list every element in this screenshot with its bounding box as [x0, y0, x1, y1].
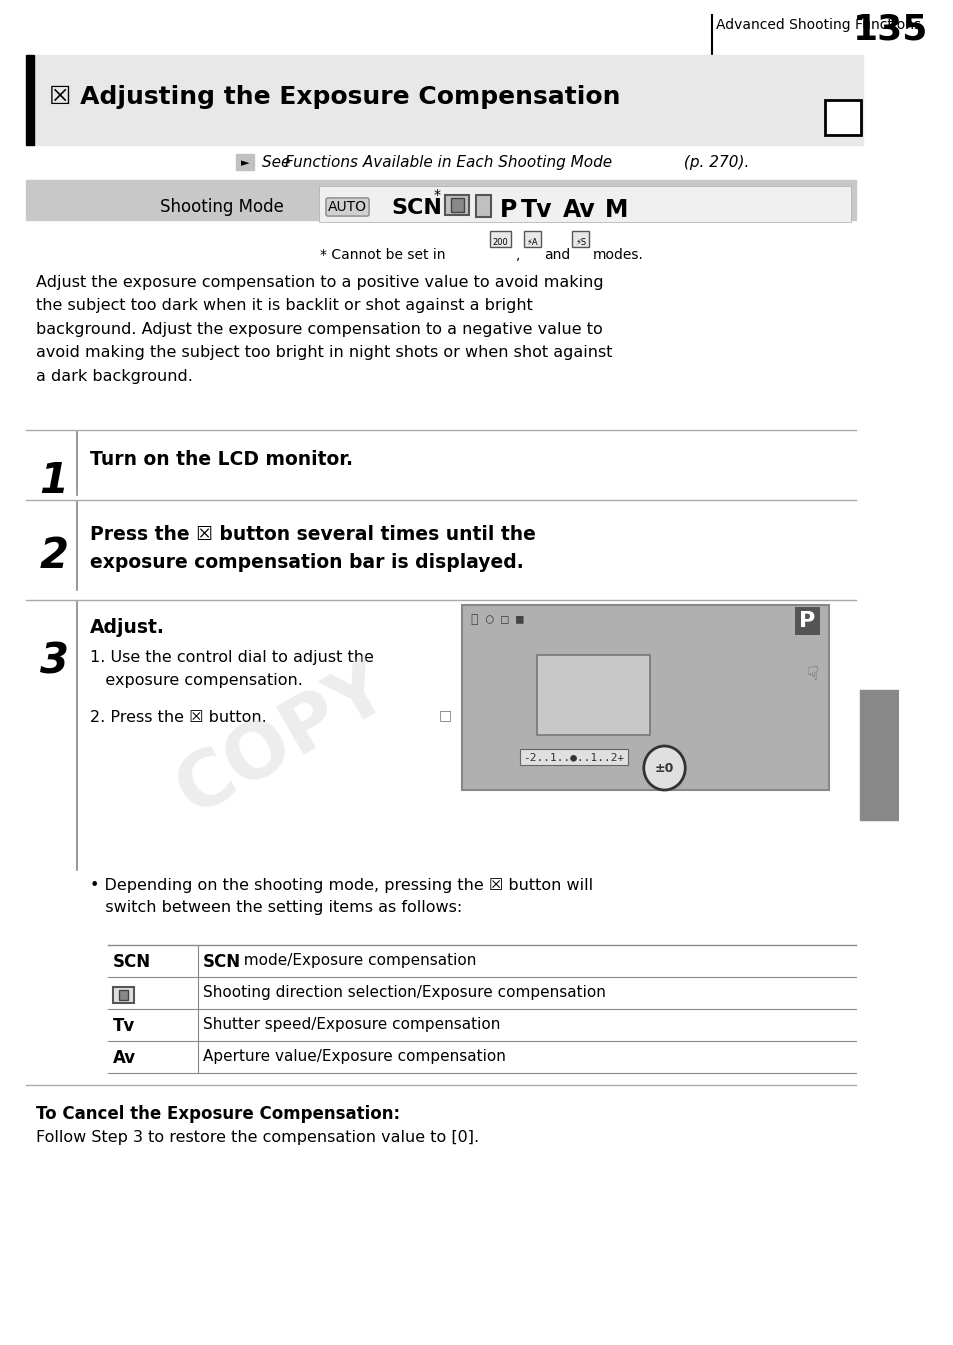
Text: ■: ■	[833, 105, 851, 125]
Text: Adjust the exposure compensation to a positive value to avoid making
the subject: Adjust the exposure compensation to a po…	[36, 274, 612, 383]
Text: Av: Av	[562, 198, 595, 222]
Bar	[490, 231, 511, 247]
Text: Tv: Tv	[520, 198, 552, 222]
Text: Press the ☒ button several times until the
exposure compensation bar is displaye: Press the ☒ button several times until t…	[90, 525, 535, 572]
Text: Aperture value/Exposure compensation: Aperture value/Exposure compensation	[202, 1049, 505, 1064]
Text: SCN: SCN	[391, 198, 441, 218]
Text: Shutter speed/Exposure compensation: Shutter speed/Exposure compensation	[202, 1017, 499, 1032]
Bar	[118, 990, 128, 999]
Text: *: *	[433, 188, 440, 202]
Text: Advanced Shooting Functions: Advanced Shooting Functions	[716, 17, 921, 32]
Bar	[450, 198, 463, 213]
Text: 2: 2	[39, 535, 69, 577]
Text: 200: 200	[492, 238, 508, 247]
Text: ▲: ▲	[479, 204, 486, 214]
Bar	[537, 655, 650, 734]
Text: To Cancel the Exposure Compensation:: To Cancel the Exposure Compensation:	[36, 1106, 399, 1123]
Bar	[235, 153, 254, 169]
Bar	[572, 231, 589, 247]
Text: SCN: SCN	[202, 954, 240, 971]
Text: ►: ►	[241, 157, 250, 168]
Text: Shooting direction selection/Exposure compensation: Shooting direction selection/Exposure co…	[202, 985, 605, 999]
Text: (p. 270).: (p. 270).	[678, 155, 748, 169]
Bar	[27, 180, 855, 221]
Text: -2..1..●..1..2+: -2..1..●..1..2+	[522, 752, 623, 763]
Text: ☒ Adjusting the Exposure Compensation: ☒ Adjusting the Exposure Compensation	[49, 85, 619, 109]
Bar	[523, 231, 540, 247]
Text: 135: 135	[852, 12, 927, 46]
Text: mode/Exposure compensation: mode/Exposure compensation	[233, 954, 476, 968]
Text: ⚡S: ⚡S	[575, 238, 585, 247]
Text: □: □	[437, 707, 451, 722]
Bar	[461, 605, 828, 790]
Bar	[27, 55, 34, 145]
Circle shape	[643, 746, 684, 790]
Text: modes.: modes.	[592, 247, 643, 262]
Text: • Depending on the shooting mode, pressing the ☒ button will
   switch between t: • Depending on the shooting mode, pressi…	[90, 878, 592, 915]
Bar	[476, 195, 491, 217]
Text: Functions Available in Each Shooting Mode: Functions Available in Each Shooting Mod…	[284, 155, 611, 169]
Text: Shooting Mode: Shooting Mode	[160, 198, 284, 217]
Text: ±0: ±0	[654, 761, 674, 775]
Text: COPY: COPY	[164, 650, 401, 830]
Bar	[318, 186, 850, 222]
Bar	[444, 195, 469, 215]
Text: See: See	[262, 155, 295, 169]
Bar	[113, 987, 133, 1003]
Text: ⎙ ◯ □ ■: ⎙ ◯ □ ■	[471, 613, 523, 625]
Text: ⚡A: ⚡A	[526, 238, 537, 247]
Text: 3: 3	[39, 640, 69, 682]
Bar	[859, 690, 899, 820]
Text: P: P	[499, 198, 517, 222]
Text: Av: Av	[113, 1049, 136, 1067]
Text: 1. Use the control dial to adjust the
   exposure compensation.: 1. Use the control dial to adjust the ex…	[90, 650, 373, 689]
Text: ,: ,	[515, 247, 519, 262]
Bar	[824, 100, 860, 134]
Text: 1: 1	[39, 460, 69, 502]
Text: Tv: Tv	[113, 1017, 135, 1036]
Text: SCN: SCN	[113, 954, 152, 971]
Text: AUTO: AUTO	[328, 200, 367, 214]
Text: Adjust.: Adjust.	[90, 617, 164, 638]
Text: ☟: ☟	[805, 666, 818, 685]
Text: and: and	[543, 247, 570, 262]
Text: Follow Step 3 to restore the compensation value to [0].: Follow Step 3 to restore the compensatio…	[36, 1130, 478, 1145]
Text: P: P	[799, 611, 815, 631]
Text: * Cannot be set in: * Cannot be set in	[320, 247, 445, 262]
Text: Turn on the LCD monitor.: Turn on the LCD monitor.	[90, 451, 353, 469]
Text: M: M	[604, 198, 628, 222]
Bar	[34, 55, 862, 145]
Text: 2. Press the ☒ button.: 2. Press the ☒ button.	[90, 710, 266, 725]
